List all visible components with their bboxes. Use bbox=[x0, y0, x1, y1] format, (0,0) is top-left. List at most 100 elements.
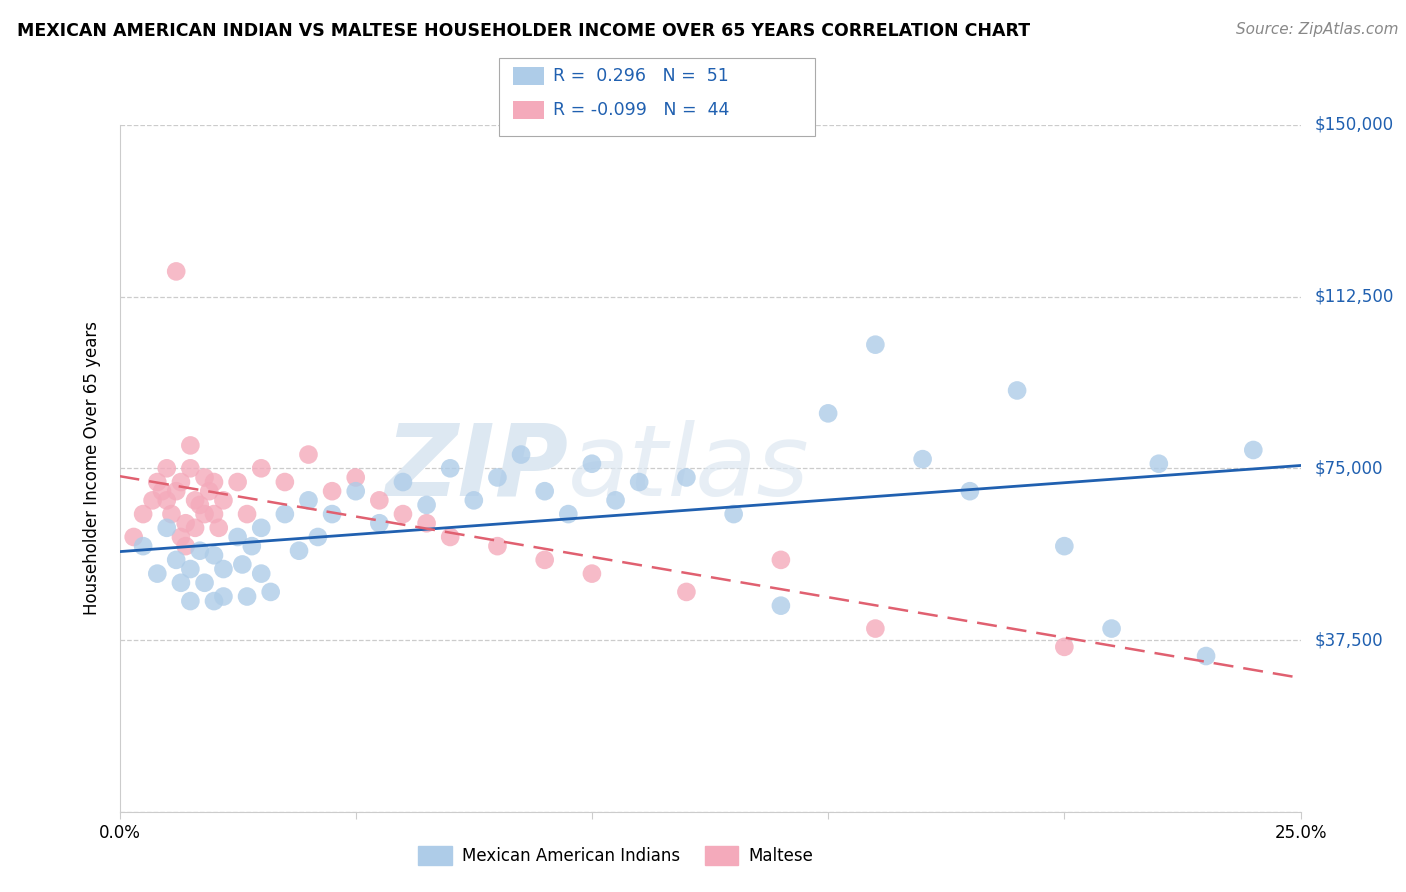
Point bbox=[769, 599, 792, 613]
Text: R = -0.099   N =  44: R = -0.099 N = 44 bbox=[553, 101, 728, 119]
Point bbox=[240, 539, 263, 553]
Point bbox=[865, 337, 887, 351]
Point bbox=[274, 507, 297, 521]
Point bbox=[193, 470, 215, 484]
Point bbox=[122, 530, 145, 544]
Point bbox=[226, 530, 249, 544]
Text: $37,500: $37,500 bbox=[1315, 631, 1384, 649]
Point bbox=[179, 594, 201, 608]
Point bbox=[156, 461, 179, 475]
Point bbox=[156, 493, 179, 508]
Point bbox=[274, 475, 297, 489]
Point bbox=[675, 585, 697, 599]
Point bbox=[392, 475, 415, 489]
Point bbox=[250, 521, 273, 535]
Point bbox=[463, 493, 485, 508]
Point bbox=[297, 493, 319, 508]
Point bbox=[533, 484, 555, 499]
Point bbox=[557, 507, 579, 521]
Point bbox=[202, 475, 225, 489]
Point bbox=[198, 484, 221, 499]
Point bbox=[392, 507, 415, 521]
Point bbox=[146, 475, 169, 489]
Point bbox=[132, 539, 155, 553]
Point bbox=[1147, 457, 1170, 471]
Point bbox=[415, 516, 437, 531]
Point bbox=[769, 553, 792, 567]
Point bbox=[959, 484, 981, 499]
Text: $150,000: $150,000 bbox=[1315, 116, 1393, 134]
Point bbox=[581, 566, 603, 581]
Point bbox=[231, 558, 253, 572]
Y-axis label: Householder Income Over 65 years: Householder Income Over 65 years bbox=[83, 321, 101, 615]
Point bbox=[368, 516, 391, 531]
Point bbox=[865, 622, 887, 636]
Point bbox=[581, 457, 603, 471]
Point bbox=[344, 484, 367, 499]
Text: R =  0.296   N =  51: R = 0.296 N = 51 bbox=[553, 67, 728, 85]
Point bbox=[236, 590, 259, 604]
Text: atlas: atlas bbox=[568, 420, 810, 516]
Point bbox=[202, 507, 225, 521]
Point bbox=[628, 475, 651, 489]
Point bbox=[439, 461, 461, 475]
Point bbox=[723, 507, 745, 521]
Legend: Mexican American Indians, Maltese: Mexican American Indians, Maltese bbox=[412, 839, 820, 872]
Point bbox=[142, 493, 165, 508]
Point bbox=[297, 448, 319, 462]
Point bbox=[533, 553, 555, 567]
Point bbox=[165, 553, 187, 567]
Point bbox=[170, 530, 193, 544]
Point bbox=[226, 475, 249, 489]
Point bbox=[202, 594, 225, 608]
Point bbox=[160, 507, 183, 521]
Point bbox=[911, 452, 934, 467]
Point bbox=[179, 461, 201, 475]
Text: ZIP: ZIP bbox=[385, 420, 568, 516]
Point bbox=[188, 543, 211, 558]
Point bbox=[146, 566, 169, 581]
Text: Source: ZipAtlas.com: Source: ZipAtlas.com bbox=[1236, 22, 1399, 37]
Point bbox=[212, 590, 235, 604]
Point bbox=[170, 475, 193, 489]
Point bbox=[236, 507, 259, 521]
Point bbox=[212, 562, 235, 576]
Point bbox=[344, 470, 367, 484]
Point bbox=[439, 530, 461, 544]
Point bbox=[202, 549, 225, 563]
Point bbox=[675, 470, 697, 484]
Point bbox=[165, 484, 187, 499]
Point bbox=[486, 539, 509, 553]
Point bbox=[174, 516, 197, 531]
Point bbox=[174, 539, 197, 553]
Point bbox=[156, 521, 179, 535]
Point bbox=[486, 470, 509, 484]
Text: $75,000: $75,000 bbox=[1315, 459, 1384, 477]
Point bbox=[321, 507, 343, 521]
Point bbox=[1241, 442, 1264, 457]
Point bbox=[193, 575, 215, 590]
Point bbox=[817, 406, 839, 420]
Point bbox=[188, 498, 211, 512]
Point bbox=[212, 493, 235, 508]
Text: $112,500: $112,500 bbox=[1315, 287, 1393, 306]
Point bbox=[250, 461, 273, 475]
Point bbox=[510, 448, 533, 462]
Point bbox=[260, 585, 283, 599]
Point bbox=[150, 484, 173, 499]
Point bbox=[1053, 640, 1076, 654]
Point bbox=[165, 264, 187, 278]
Text: MEXICAN AMERICAN INDIAN VS MALTESE HOUSEHOLDER INCOME OVER 65 YEARS CORRELATION : MEXICAN AMERICAN INDIAN VS MALTESE HOUSE… bbox=[17, 22, 1031, 40]
Point bbox=[1195, 648, 1218, 663]
Point bbox=[179, 562, 201, 576]
Point bbox=[1005, 384, 1028, 398]
Point bbox=[250, 566, 273, 581]
Point bbox=[321, 484, 343, 499]
Point bbox=[1101, 622, 1123, 636]
Point bbox=[184, 521, 207, 535]
Point bbox=[184, 493, 207, 508]
Point bbox=[208, 521, 231, 535]
Point bbox=[193, 507, 215, 521]
Point bbox=[1053, 539, 1076, 553]
Point bbox=[170, 575, 193, 590]
